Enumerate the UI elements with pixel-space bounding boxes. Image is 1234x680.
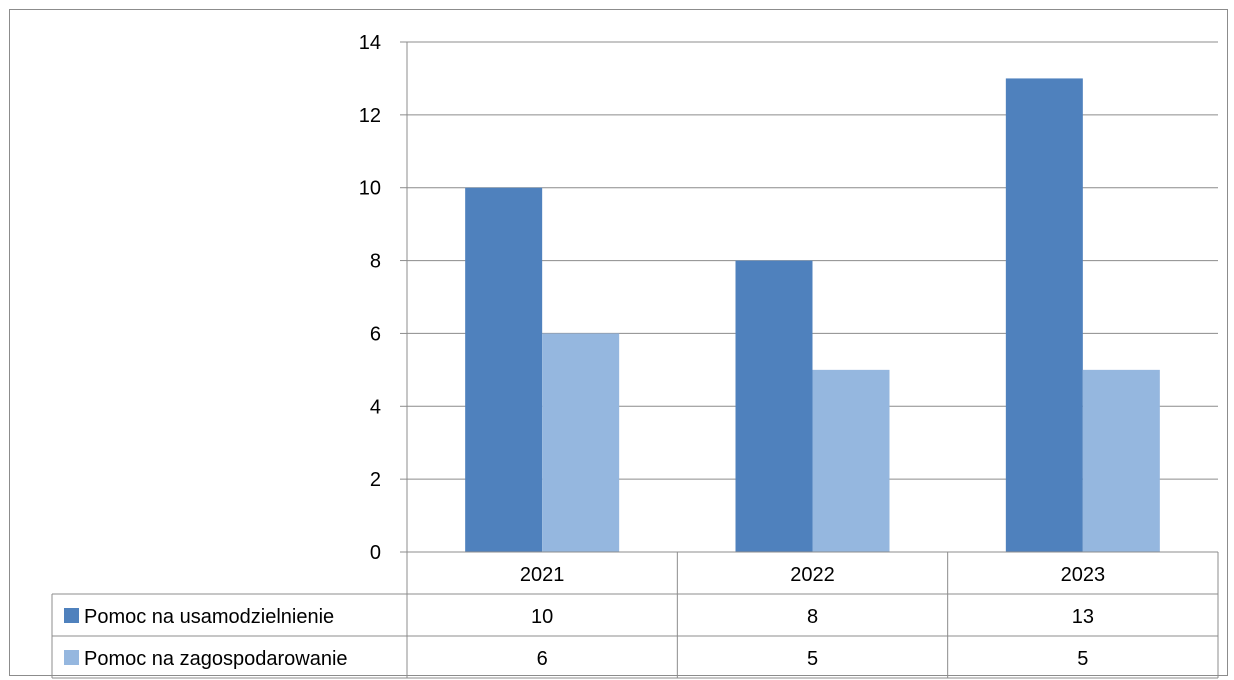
- bar-2: [542, 333, 620, 552]
- legend-label-2: Pomoc na zagospodarowanie: [84, 648, 348, 670]
- x-category-label: 2021: [520, 564, 565, 586]
- bar-2: [812, 369, 890, 552]
- table-value: 5: [807, 648, 818, 670]
- y-tick-label: 6: [370, 323, 381, 345]
- y-tick-label: 0: [370, 542, 381, 564]
- table-value: 5: [1077, 648, 1088, 670]
- bar-1: [1005, 78, 1083, 552]
- bar-1: [735, 260, 813, 552]
- legend-key-1: [64, 608, 79, 623]
- y-tick-label: 2: [370, 469, 381, 491]
- legend-key-2: [64, 650, 79, 665]
- table-value: 13: [1072, 606, 1094, 628]
- x-category-label: 2023: [1061, 564, 1106, 586]
- y-tick-label: 14: [359, 32, 381, 54]
- table-value: 10: [531, 606, 553, 628]
- x-category-label: 2022: [790, 564, 835, 586]
- bar-2: [1082, 369, 1160, 552]
- y-tick-label: 12: [359, 105, 381, 127]
- y-tick-label: 10: [359, 178, 381, 200]
- y-tick-label: 4: [370, 396, 381, 418]
- table-value: 8: [807, 606, 818, 628]
- bar-1: [465, 187, 543, 552]
- y-tick-label: 8: [370, 251, 381, 273]
- legend-label-1: Pomoc na usamodzielnienie: [84, 606, 334, 628]
- table-value: 6: [537, 648, 548, 670]
